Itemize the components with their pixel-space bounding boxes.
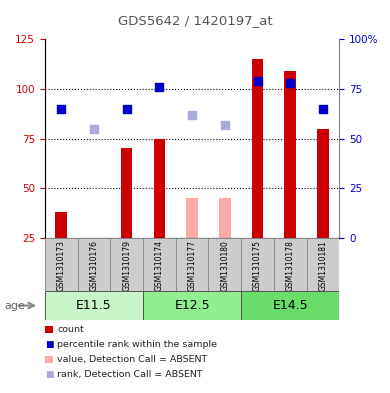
Point [222, 121, 228, 128]
Point [189, 112, 195, 118]
Bar [45, 292, 143, 320]
Text: value, Detection Call = ABSENT: value, Detection Call = ABSENT [57, 355, 207, 364]
Text: E14.5: E14.5 [272, 299, 308, 312]
Bar [88, 238, 100, 283]
Bar [143, 292, 241, 320]
Bar [186, 198, 198, 238]
Bar [55, 212, 67, 238]
Point [156, 84, 163, 90]
Text: GSM1310175: GSM1310175 [253, 241, 262, 292]
Text: percentile rank within the sample: percentile rank within the sample [57, 340, 217, 349]
Point [91, 125, 97, 132]
Bar [317, 129, 329, 238]
Text: age: age [5, 301, 26, 310]
Text: GSM1310178: GSM1310178 [286, 241, 295, 291]
Point [254, 78, 261, 84]
Text: GSM1310177: GSM1310177 [188, 241, 197, 292]
Bar [219, 198, 230, 238]
Text: ■: ■ [45, 370, 53, 379]
Text: GSM1310173: GSM1310173 [57, 241, 66, 292]
Point [287, 80, 293, 86]
Text: GSM1310180: GSM1310180 [220, 241, 229, 291]
Bar [252, 59, 263, 238]
Text: ■: ■ [45, 340, 53, 349]
Point [124, 106, 130, 112]
Point [320, 106, 326, 112]
Text: E11.5: E11.5 [76, 299, 112, 312]
Bar [284, 71, 296, 238]
Text: GSM1310179: GSM1310179 [122, 241, 131, 292]
Text: E12.5: E12.5 [174, 299, 210, 312]
Text: GSM1310174: GSM1310174 [155, 241, 164, 292]
Text: GDS5642 / 1420197_at: GDS5642 / 1420197_at [118, 15, 272, 28]
Text: count: count [57, 325, 84, 334]
Bar [154, 138, 165, 238]
Bar [241, 292, 339, 320]
Bar [121, 149, 132, 238]
Text: GSM1310181: GSM1310181 [319, 241, 328, 291]
Point [58, 106, 64, 112]
Text: rank, Detection Call = ABSENT: rank, Detection Call = ABSENT [57, 370, 203, 379]
Text: GSM1310176: GSM1310176 [89, 241, 98, 292]
